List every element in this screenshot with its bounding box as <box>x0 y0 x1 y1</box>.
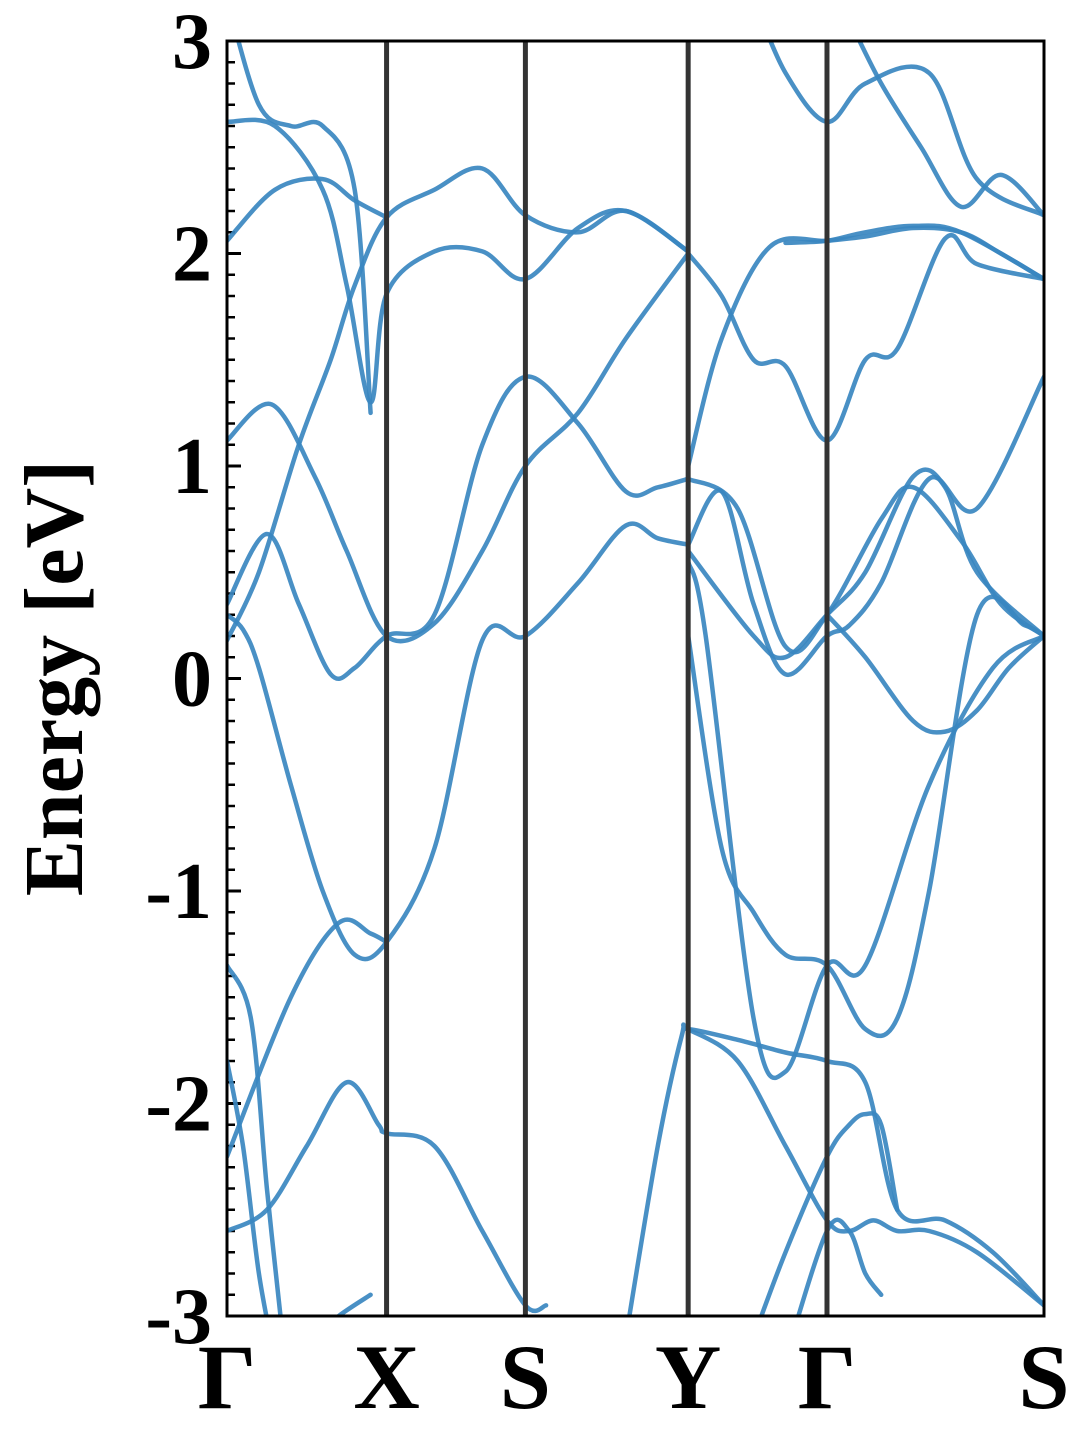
band-line-9 <box>227 917 389 1159</box>
band-line-1 <box>227 521 691 962</box>
band-line-12 <box>335 1292 373 1316</box>
band-line-3 <box>227 251 691 644</box>
band-line-18 <box>685 225 1044 469</box>
band-line-21 <box>685 594 1044 1039</box>
band-line-6 <box>227 176 389 244</box>
y-tick-label: 2 <box>172 211 212 299</box>
band-line-13 <box>627 1022 1044 1316</box>
band-line-19 <box>685 476 1044 655</box>
band-line-4 <box>227 165 691 643</box>
band-line-7 <box>236 41 373 416</box>
kpoint-label: S <box>500 1326 551 1428</box>
kpoint-label: S <box>1018 1326 1069 1428</box>
band-line-15 <box>758 1111 900 1316</box>
kpoint-label: X <box>353 1326 419 1428</box>
band-line-23 <box>685 233 1044 443</box>
y-axis-label: Energy [eV] <box>8 460 101 896</box>
kpoint-label: Γ <box>198 1326 257 1428</box>
y-tick-label: 1 <box>172 423 212 511</box>
band-line-14 <box>685 1026 1044 1308</box>
band-line-16 <box>796 1217 884 1316</box>
y-tick-label: 3 <box>172 0 212 86</box>
band-line-20 <box>685 467 1044 661</box>
y-axis-tick-labels: -3 -2 -1 0 1 2 3 <box>145 0 212 1361</box>
band-line-24 <box>767 41 1044 218</box>
plot-frame <box>225 39 1046 1318</box>
high-symmetry-dividers <box>384 41 830 1316</box>
band-line-2 <box>227 374 691 681</box>
band-line-8 <box>227 1080 549 1314</box>
band-line-27 <box>857 41 1044 218</box>
band-line-17 <box>685 374 1044 677</box>
y-tick-label: -3 <box>145 1273 212 1361</box>
y-tick-label: -2 <box>145 1061 212 1149</box>
band-line-25 <box>824 612 1044 735</box>
band-line-11 <box>227 1058 269 1316</box>
band-line-5 <box>227 117 691 405</box>
band-line-10 <box>227 963 283 1316</box>
y-tick-label: 0 <box>172 636 212 724</box>
band-lines <box>227 41 1044 1316</box>
band-line-22 <box>685 559 1044 1081</box>
kpoint-label: Γ <box>798 1326 857 1428</box>
kpoint-label: Y <box>655 1326 721 1428</box>
y-tick-label: -1 <box>145 848 212 936</box>
